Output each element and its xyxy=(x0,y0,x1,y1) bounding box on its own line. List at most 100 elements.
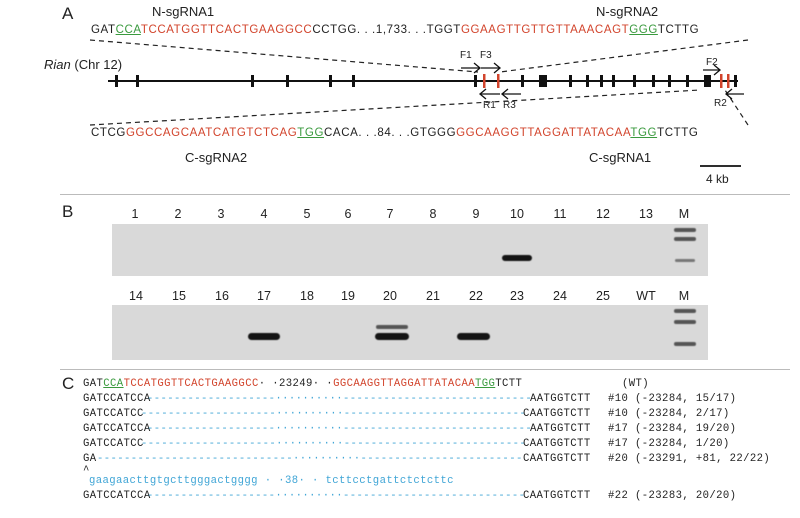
dash-bottom-right xyxy=(724,89,749,126)
primer-r1-arrow xyxy=(478,88,500,100)
exons xyxy=(115,75,737,87)
n-sgrna2-label: N-sgRNA2 xyxy=(596,4,659,19)
allele-note: #20 (-23291, +81, 22/22) xyxy=(608,453,771,465)
marker-band xyxy=(674,228,696,232)
wt-a: GAT xyxy=(83,378,104,390)
primer-r2-arrow xyxy=(724,88,744,100)
allele-row: GATCCATCCA -------------------··········… xyxy=(83,423,783,435)
lane-label: 12 xyxy=(596,207,610,221)
allele-left: GATCCATCC xyxy=(83,438,144,450)
deletion-dashes: -------------------··········-----------… xyxy=(147,393,533,405)
allele-right: CAATGGTCTT xyxy=(523,490,591,502)
lane-label: 19 xyxy=(341,289,355,303)
wt-sgrna2: GGCAAGGTTAGGATTATACAA xyxy=(333,378,475,390)
allele-row: GATCCATCC --------------------··········… xyxy=(83,438,783,450)
deletion-dashes: -------------------··········-----------… xyxy=(147,423,533,435)
lane-label: 4 xyxy=(260,207,268,221)
lane-label: 24 xyxy=(553,289,567,303)
primer-f1-label: F1 xyxy=(460,50,472,61)
top-seq-sgrna2: GGAAGTTGTTGTTAAACAGT xyxy=(460,24,630,36)
lane-label: 10 xyxy=(510,207,524,221)
n-sgrna1-label: N-sgRNA1 xyxy=(152,4,215,19)
bot-seq-middle: CACA. . .84. . .GTGGG xyxy=(324,127,457,139)
insert-sequence: gaagaacttgtgcttgggactgggg · ·38· · tcttc… xyxy=(89,475,454,487)
primer-r1-label: R1 xyxy=(483,100,496,111)
band-lane-20-upper xyxy=(376,325,408,329)
lane-label: 1 xyxy=(131,207,139,221)
lane-label: 3 xyxy=(217,207,225,221)
wt-tag: (WT) xyxy=(622,378,650,390)
gel-bottom xyxy=(112,305,708,360)
primer-f2-arrow xyxy=(703,64,722,76)
lane-label: 11 xyxy=(553,207,567,221)
deletion-dashes: -------------------··········-----------… xyxy=(147,490,526,502)
allele-row: GATCCATCC --------------------··········… xyxy=(83,408,783,420)
lane-label: M xyxy=(678,289,690,303)
gene-map xyxy=(89,39,749,167)
deletion-dashes: -----------------------------··········-… xyxy=(97,453,523,465)
gene-chr: (Chr 12) xyxy=(74,57,123,72)
scale-label: 4 kb xyxy=(706,172,729,186)
bot-seq-sgrna2: GGCCAGCAATCATGTCTCAG xyxy=(125,127,298,139)
gene-label: Rian (Chr 12) xyxy=(44,57,122,72)
deletion-dashes: --------------------··········----------… xyxy=(141,438,527,450)
panel-a-label: A xyxy=(62,4,74,23)
wt-gap: · ·23249· · xyxy=(258,378,334,390)
bot-seq-pam2: TGG xyxy=(297,127,325,139)
top-seq-prefix: GAT xyxy=(91,24,116,36)
bot-seq-suffix: TCTTG xyxy=(657,127,699,139)
lane-label: 18 xyxy=(300,289,314,303)
primer-r3-label: R3 xyxy=(503,100,516,111)
dash-top-right xyxy=(499,39,749,73)
lane-label: WT xyxy=(636,289,656,303)
allele-left: GATCCATCCA xyxy=(83,490,151,502)
insert-caret: ^ xyxy=(83,465,90,477)
allele-right: AATGGTCTT xyxy=(530,423,591,435)
allele-note: #17 (-23284, 19/20) xyxy=(608,423,737,435)
divider-bc xyxy=(60,369,790,370)
bot-seq-sgrna1: GGCAAGGTTAGGATTATACAA xyxy=(456,127,631,139)
marker-band xyxy=(674,237,696,241)
top-seq-suffix: TCTTG xyxy=(657,24,700,36)
wt-pam2: TGG xyxy=(474,378,496,390)
lane-label: 23 xyxy=(510,289,524,303)
divider-ab xyxy=(60,194,790,195)
allele-right: CAATGGTCTT xyxy=(523,438,591,450)
allele-note: #10 (-23284, 2/17) xyxy=(608,408,730,420)
lane-label: 14 xyxy=(129,289,143,303)
wt-pam1: CCA xyxy=(103,378,124,390)
c-sgrna2-label: C-sgRNA2 xyxy=(185,150,248,165)
bot-seq-pam1: TGG xyxy=(630,127,658,139)
primer-r2-label: R2 xyxy=(714,98,727,109)
lane-label: 2 xyxy=(174,207,182,221)
allele-note: #10 (-23284, 15/17) xyxy=(608,393,737,405)
lane-label: 7 xyxy=(386,207,394,221)
lane-label: 9 xyxy=(472,207,480,221)
top-sequence: GATCCATCCATGGTTCACTGAAGGCCCCTGG. . .1,73… xyxy=(91,24,699,36)
allele-right: AATGGTCTT xyxy=(530,393,591,405)
allele-row: GATCCATCCA -------------------··········… xyxy=(83,490,783,502)
cut-site-n2 xyxy=(497,74,500,88)
lane-label: 6 xyxy=(344,207,352,221)
lane-label: 16 xyxy=(215,289,229,303)
allele-left: GATCCATCC xyxy=(83,408,144,420)
wt-sequence-row: GATCCATCCATGGTTCACTGAAGGCC· ·23249· ·GGC… xyxy=(83,378,522,390)
cut-site-c2 xyxy=(727,74,730,88)
allele-note: #22 (-23283, 20/20) xyxy=(608,490,737,502)
top-seq-sgrna1: TCCATGGTTCACTGAAGGCC xyxy=(140,24,313,36)
lane-labels-bottom: 14 15 16 17 18 19 20 21 22 23 24 25 WT M xyxy=(0,289,800,305)
primer-f3-arrow xyxy=(481,62,502,74)
lane-label: 8 xyxy=(429,207,437,221)
marker-band xyxy=(674,320,696,324)
deletion-dashes: --------------------··········----------… xyxy=(141,408,527,420)
c-sgrna1-label: C-sgRNA1 xyxy=(589,150,652,165)
panel-c-label: C xyxy=(62,374,75,393)
band-lane-17 xyxy=(248,333,280,340)
dash-top-left xyxy=(89,39,479,73)
allele-note: #17 (-23284, 1/20) xyxy=(608,438,730,450)
lane-labels-top: 1 2 3 4 5 6 7 8 9 10 11 12 13 M xyxy=(0,207,800,223)
allele-left: GA xyxy=(83,453,97,465)
dash-bottom-left xyxy=(89,89,701,126)
lane-label: 20 xyxy=(383,289,397,303)
cut-site-c1 xyxy=(720,74,723,88)
